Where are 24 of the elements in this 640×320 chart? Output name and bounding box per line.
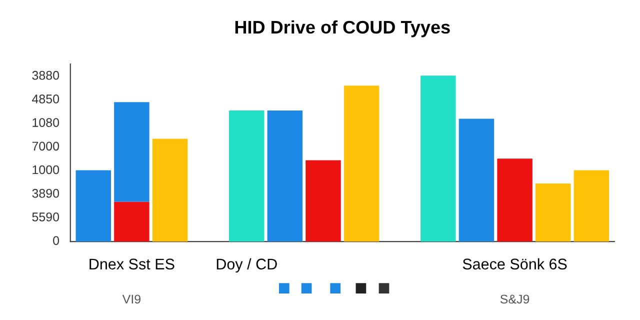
text: 0 bbox=[53, 236, 60, 245]
bar bbox=[152, 138, 188, 242]
bar bbox=[535, 184, 571, 242]
bar bbox=[344, 86, 380, 242]
bar bbox=[114, 202, 150, 242]
text: VI9 bbox=[122, 294, 140, 304]
bar bbox=[306, 160, 341, 242]
x-tick-label: Dnex Sst ES bbox=[90, 258, 174, 270]
bar bbox=[497, 158, 532, 242]
bar bbox=[420, 76, 456, 242]
text: 1000 bbox=[32, 165, 60, 174]
text: 5590 bbox=[32, 212, 60, 222]
bar bbox=[114, 102, 150, 202]
chart-title: HID Drive of COUD Tyyes bbox=[235, 20, 450, 38]
text: 4850 bbox=[32, 94, 60, 104]
text: 7000 bbox=[32, 142, 60, 151]
text: 3880 bbox=[32, 70, 60, 80]
x-tick-label: Saece Sönk 6S bbox=[462, 258, 567, 270]
bar bbox=[574, 170, 610, 242]
x-tick-label: Doy / CD bbox=[216, 258, 277, 273]
text: S&J9 bbox=[500, 294, 530, 304]
text: 3890 bbox=[32, 188, 60, 198]
text: 1080 bbox=[32, 118, 60, 127]
bar bbox=[229, 110, 264, 242]
